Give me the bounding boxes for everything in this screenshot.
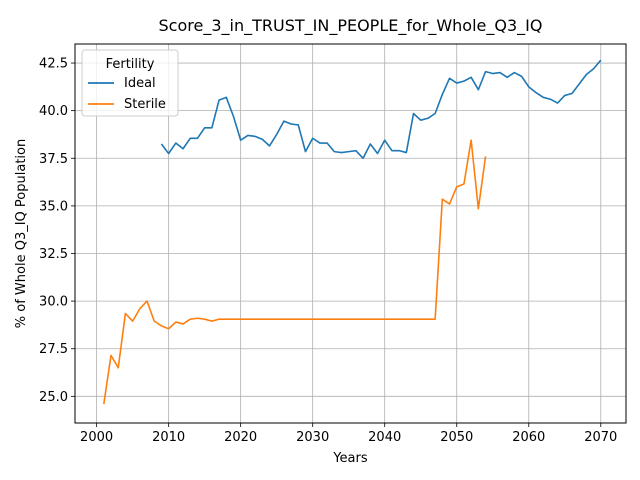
series-line-sterile (103, 139, 487, 405)
y-tick-label: 40.0 (39, 104, 68, 119)
grid (75, 44, 626, 423)
x-tick-label: 2050 (440, 430, 473, 445)
legend-items: Ideal Sterile (88, 76, 166, 112)
y-axis-label: % of Whole Q3_IQ Population (14, 139, 29, 328)
x-tick-label: 2010 (152, 430, 185, 445)
x-tick-label: 2040 (368, 430, 401, 445)
x-tick-label: 2030 (296, 430, 329, 445)
y-tick-label: 25.0 (39, 390, 68, 405)
legend-title: Fertility (106, 57, 155, 72)
legend-box (81, 49, 179, 117)
x-tick-label: 2070 (584, 430, 617, 445)
y-tick-label: 42.5 (39, 57, 68, 72)
x-axis-label: Years (332, 451, 368, 466)
chart-title: Score_3_in_TRUST_IN_PEOPLE_for_Whole_Q3_… (159, 16, 543, 36)
y-tick-label: 27.5 (39, 342, 68, 357)
y-tick-label: 37.5 (39, 152, 68, 167)
y-tick-label: 30.0 (39, 295, 68, 310)
y-tick-label: 32.5 (39, 247, 68, 262)
y-tick-label: 35.0 (39, 199, 68, 214)
legend-label-sterile: Sterile (124, 97, 166, 112)
x-axis-ticks: 2000 2010 2020 2030 2040 2050 2060 2070 (80, 423, 617, 445)
legend-label-ideal: Ideal (124, 76, 156, 91)
x-tick-label: 2020 (224, 430, 257, 445)
y-axis-ticks: 25.0 27.5 30.0 32.5 35.0 37.5 40.0 42.5 (39, 57, 75, 405)
x-tick-label: 2000 (80, 430, 113, 445)
x-tick-label: 2060 (512, 430, 545, 445)
legend: Fertility Ideal Sterile (81, 49, 179, 117)
series-lines (103, 59, 602, 405)
plot-area-frame (74, 43, 627, 424)
series-line-ideal (160, 59, 602, 160)
